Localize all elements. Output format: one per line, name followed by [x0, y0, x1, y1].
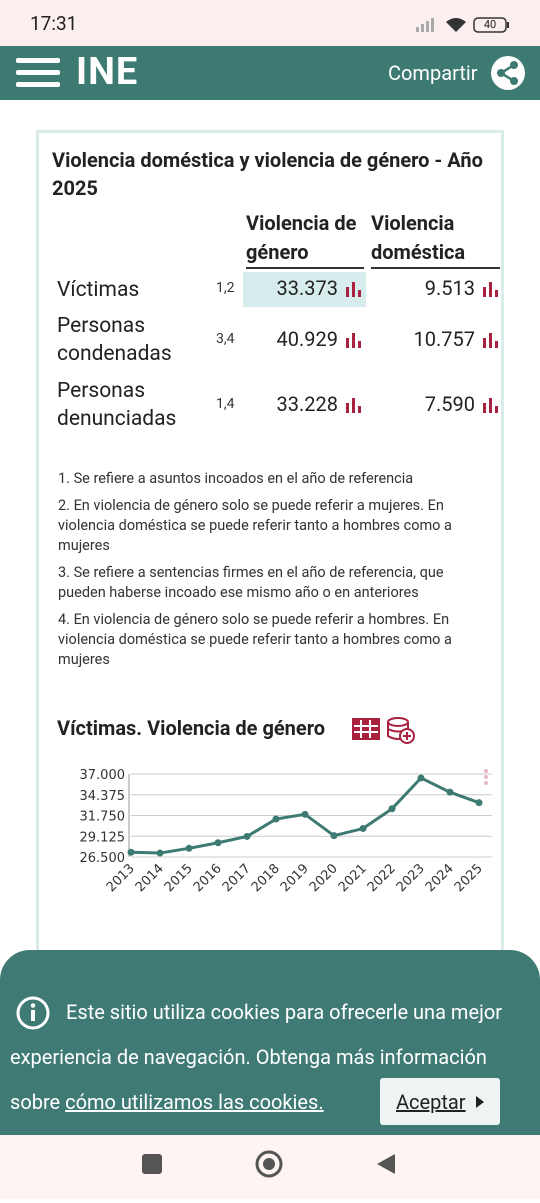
row-notes: 3,4 — [216, 331, 235, 347]
x-tick-label: 2015 — [162, 861, 196, 895]
row-notes: 1,4 — [216, 396, 235, 412]
chart-link-icon[interactable] — [345, 332, 363, 348]
cookie-banner: Este sitio utiliza cookies para ofrecerl… — [0, 950, 540, 1135]
accept-arrow — [476, 1096, 484, 1108]
data-point — [475, 799, 483, 807]
cell-value: 10.757 — [413, 327, 475, 351]
chart-link-icon[interactable] — [482, 332, 500, 348]
x-tick-label: 2022 — [365, 861, 399, 895]
chart-link-icon[interactable] — [482, 397, 500, 413]
accept-label[interactable]: Aceptar — [396, 1090, 466, 1114]
x-tick-label: 2019 — [278, 861, 312, 895]
data-point — [388, 805, 396, 813]
x-tick-label: 2013 — [104, 861, 138, 895]
y-tick-label: 26.500 — [80, 851, 126, 866]
x-tick-label: 2014 — [133, 861, 167, 895]
x-tick-label: 2017 — [220, 861, 254, 895]
cell-value: 9.513 — [424, 276, 475, 300]
footnote: 2. En violencia de género solo se puede … — [58, 497, 452, 554]
footnote: 4. En violencia de género solo se puede … — [58, 611, 452, 668]
data-point — [330, 832, 338, 840]
chart-title: Víctimas. Violencia de género — [57, 716, 325, 740]
data-point — [446, 788, 454, 796]
cell-value: 40.929 — [276, 327, 338, 351]
cookie-text: Este sitio utiliza cookies para ofrecerl… — [4, 990, 540, 1125]
menu-button[interactable] — [16, 56, 62, 90]
battery: 40 — [483, 18, 497, 31]
y-tick-label: 37.000 — [80, 768, 126, 783]
data-point — [243, 832, 251, 840]
column-header: Violencia de género — [246, 209, 364, 269]
y-tick-label: 31.750 — [80, 810, 126, 825]
x-tick-label: 2020 — [307, 861, 341, 895]
data-point — [272, 815, 280, 823]
logo[interactable]: INE — [76, 50, 139, 94]
x-tick-label: 2016 — [191, 861, 225, 895]
line-chart: 26.50029.12531.75034.37537.0002013201420… — [80, 768, 492, 895]
footnote: 3. Se refiere a sentencias firmes en el … — [58, 564, 444, 601]
row-label: Personas condenadas — [57, 314, 172, 366]
highlight-cell — [243, 272, 366, 307]
x-tick-label: 2021 — [336, 861, 370, 895]
footnote: 1. Se refiere a asuntos incoados en el a… — [58, 470, 414, 487]
x-tick-label: 2024 — [423, 861, 457, 895]
nav-buttons — [142, 1150, 395, 1178]
row-label: Personas denunciadas — [57, 379, 177, 431]
y-tick-label: 29.125 — [80, 830, 126, 845]
column-header: Violencia doméstica — [371, 209, 500, 269]
recents-button[interactable] — [142, 1154, 162, 1174]
y-tick-label: 34.375 — [80, 789, 126, 804]
clock: 17:31 — [30, 12, 78, 35]
x-tick-label: 2018 — [249, 861, 283, 895]
info-icon — [16, 996, 50, 1030]
data-point — [185, 844, 193, 852]
x-tick-label: 2023 — [394, 861, 428, 895]
share-label[interactable]: Compartir — [388, 61, 478, 85]
chart-link-icon[interactable] — [482, 281, 500, 297]
chart-actions[interactable] — [350, 714, 416, 744]
data-point — [359, 825, 367, 833]
back-button[interactable] — [377, 1154, 395, 1174]
navigation-bar — [0, 1135, 540, 1199]
row-notes: 1,2 — [216, 280, 235, 296]
data-point — [127, 848, 135, 856]
data-point — [214, 839, 222, 847]
data-point — [156, 849, 164, 857]
data-point — [301, 810, 309, 818]
app-header: INE Compartir — [0, 46, 540, 100]
cookie-message: Este sitio utiliza cookies para ofrecerl… — [10, 1000, 503, 1114]
data-card — [36, 130, 504, 963]
status-bar: 17:31 40 — [0, 0, 540, 46]
chart-link-icon[interactable] — [345, 281, 363, 297]
table-title: Violencia doméstica y violencia de géner… — [52, 148, 483, 200]
accept-button[interactable]: Aceptar — [380, 1078, 500, 1125]
cell-value: 33.228 — [276, 392, 338, 416]
data-point — [417, 774, 425, 782]
cell-value: 7.590 — [424, 392, 475, 416]
x-tick-label: 2025 — [452, 861, 486, 895]
share-icon[interactable] — [490, 55, 526, 91]
row-label: Víctimas — [57, 278, 140, 302]
cell-value: 33.373 — [276, 276, 338, 300]
home-button[interactable] — [255, 1150, 283, 1178]
chart-link-icon[interactable] — [345, 397, 363, 413]
cookie-link[interactable]: cómo utilizamos las cookies. — [65, 1090, 324, 1114]
status-icons — [416, 17, 509, 33]
